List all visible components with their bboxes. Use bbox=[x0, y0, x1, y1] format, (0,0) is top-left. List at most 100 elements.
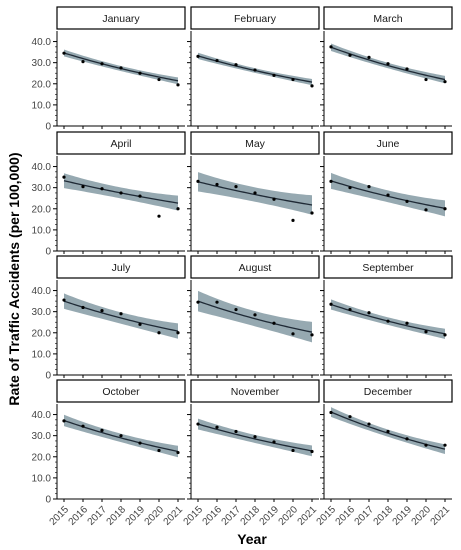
data-point bbox=[100, 187, 104, 191]
facet-strip-label: March bbox=[373, 13, 402, 25]
facet-strip-label: September bbox=[362, 262, 414, 274]
data-point bbox=[176, 450, 180, 455]
confidence-band bbox=[198, 290, 312, 343]
data-point bbox=[176, 83, 180, 87]
data-point bbox=[405, 437, 409, 441]
data-point bbox=[100, 428, 104, 432]
facet-strip-label: August bbox=[239, 262, 272, 274]
facet-panel-january: January 0 10.0 20.0 30.0 40.0 bbox=[32, 6, 186, 133]
x-tick-label: 2019 bbox=[391, 504, 415, 528]
y-tick-label: 10.0 bbox=[32, 349, 52, 360]
x-tick-label: 2019 bbox=[258, 504, 282, 528]
data-point bbox=[119, 191, 123, 195]
data-point bbox=[234, 429, 238, 434]
data-point bbox=[119, 434, 123, 438]
data-point bbox=[196, 422, 200, 426]
y-tick-label: 40.0 bbox=[32, 162, 52, 173]
data-point bbox=[157, 448, 161, 453]
facet-panel-march: March bbox=[320, 6, 453, 129]
facet-strip bbox=[190, 379, 320, 403]
data-point bbox=[443, 333, 447, 337]
x-tick-label: 2021 bbox=[429, 504, 453, 528]
data-point bbox=[215, 425, 219, 429]
data-point bbox=[215, 182, 219, 187]
data-point bbox=[272, 197, 276, 201]
facet-strip bbox=[56, 379, 186, 403]
x-tick-label: 2020 bbox=[277, 504, 301, 528]
data-point bbox=[119, 66, 123, 70]
y-tick-label: 0 bbox=[45, 495, 51, 506]
y-tick-label: 40.0 bbox=[32, 410, 52, 421]
y-tick-label: 0 bbox=[45, 371, 51, 382]
data-point bbox=[348, 186, 352, 190]
fitted-line bbox=[197, 181, 313, 206]
y-tick-label: 20.0 bbox=[32, 79, 52, 90]
facet-strip bbox=[56, 6, 186, 30]
facet-panel-april: April 0 10.0 20.0 30.0 40.0 bbox=[32, 131, 186, 258]
data-point bbox=[100, 62, 104, 66]
data-point bbox=[424, 77, 428, 82]
x-tick-label: 2021 bbox=[162, 504, 186, 528]
confidence-band bbox=[64, 293, 178, 339]
fitted-line bbox=[197, 423, 313, 452]
data-point bbox=[119, 312, 123, 316]
data-point bbox=[272, 73, 276, 77]
x-tick-label: 2015 bbox=[315, 504, 339, 528]
data-point bbox=[291, 448, 295, 453]
data-point bbox=[138, 441, 142, 445]
x-tick-label: 2016 bbox=[334, 504, 358, 528]
data-point bbox=[310, 211, 314, 215]
y-tick-label: 30.0 bbox=[32, 58, 52, 69]
data-point bbox=[215, 300, 219, 304]
facet-panel-july: July 0 10.0 20.0 30.0 40.0 bbox=[32, 255, 186, 382]
data-point bbox=[234, 185, 238, 189]
y-tick-label: 20.0 bbox=[32, 328, 52, 339]
x-tick-label: 2018 bbox=[105, 504, 129, 528]
y-tick-label: 30.0 bbox=[32, 183, 52, 194]
data-point bbox=[329, 45, 333, 49]
data-point bbox=[329, 410, 333, 415]
facet-panels: January 0 10.0 20.0 30.0 40.0 February March Apr… bbox=[32, 6, 453, 528]
data-point bbox=[62, 298, 66, 302]
data-point bbox=[348, 307, 352, 312]
data-point bbox=[81, 185, 85, 189]
data-point bbox=[367, 422, 371, 426]
data-point bbox=[62, 175, 66, 179]
data-point bbox=[253, 313, 257, 317]
data-point bbox=[291, 77, 295, 82]
y-tick-label: 10.0 bbox=[32, 225, 52, 236]
facet-panel-october: October 0 10.0 20.0 30.0 40.0 2015201620172018… bbox=[32, 379, 186, 528]
y-tick-label: 40.0 bbox=[32, 286, 52, 297]
facet-strip-label: May bbox=[245, 138, 266, 150]
data-point bbox=[215, 58, 219, 63]
facet-strip-label: April bbox=[110, 138, 131, 150]
data-point bbox=[443, 443, 447, 447]
facet-strip bbox=[323, 379, 453, 403]
data-point bbox=[234, 63, 238, 67]
y-tick-label: 10.0 bbox=[32, 473, 52, 484]
y-tick-label: 20.0 bbox=[32, 204, 52, 215]
x-tick-label: 2016 bbox=[67, 504, 91, 528]
data-point bbox=[138, 194, 142, 198]
y-tick-label: 40.0 bbox=[32, 37, 52, 48]
facet-panel-august: August bbox=[187, 255, 320, 378]
data-point bbox=[310, 449, 314, 454]
x-tick-label: 2016 bbox=[201, 504, 225, 528]
y-tick-label: 0 bbox=[45, 247, 51, 258]
data-point bbox=[310, 333, 314, 337]
facet-strip bbox=[323, 131, 453, 155]
data-point bbox=[405, 199, 409, 203]
x-axis-label: Year bbox=[237, 531, 267, 547]
data-point bbox=[443, 80, 447, 84]
data-point bbox=[81, 305, 85, 310]
data-point bbox=[367, 185, 371, 189]
data-point bbox=[405, 67, 409, 71]
fitted-line bbox=[197, 300, 313, 333]
facet-strip-label: July bbox=[112, 262, 131, 274]
data-point bbox=[424, 443, 428, 447]
data-point bbox=[272, 321, 276, 325]
data-point bbox=[367, 55, 371, 59]
facet-panel-may: May bbox=[187, 131, 320, 254]
